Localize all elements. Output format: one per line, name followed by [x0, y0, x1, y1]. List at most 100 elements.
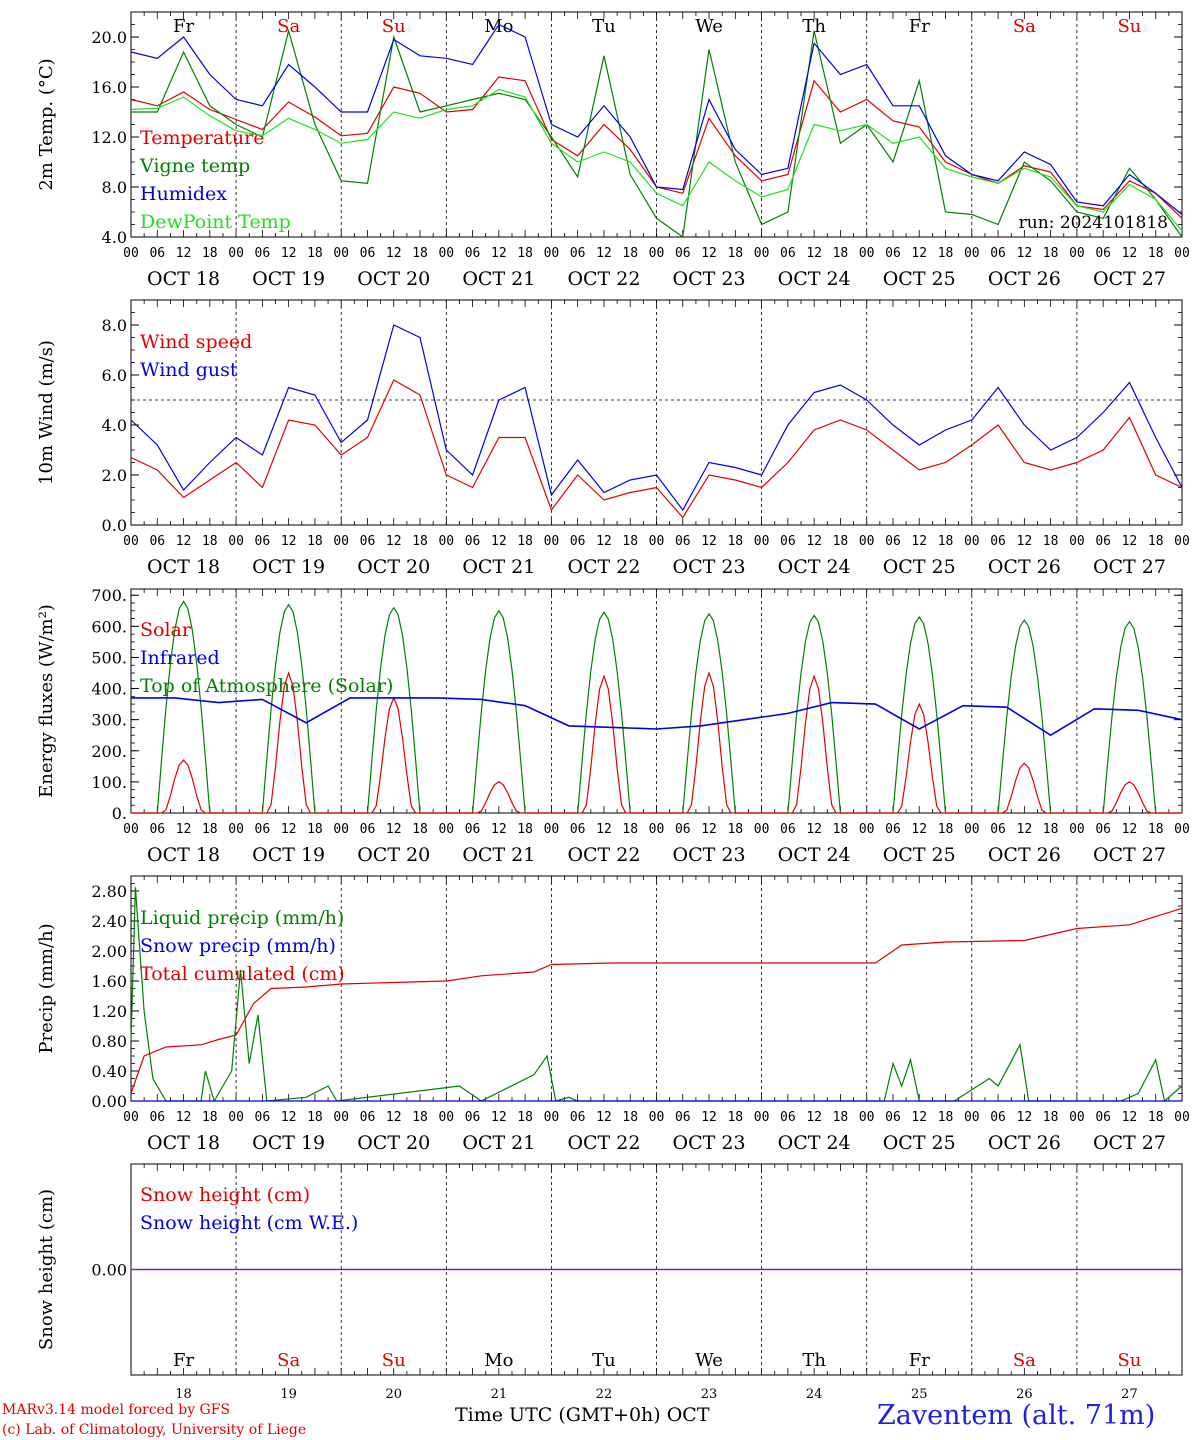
run-label: run: 2024101818 — [1019, 213, 1168, 233]
y-axis-label: 10m Wind (m/s) — [36, 340, 57, 485]
day-label: Sa — [277, 16, 300, 37]
day-label: Th — [802, 16, 826, 37]
hour-label: 06 — [885, 246, 901, 261]
x-axis-title: Time UTC (GMT+0h) OCT — [455, 1404, 710, 1426]
date-label: OCT 22 — [567, 556, 640, 578]
hour-label: 06 — [1095, 246, 1111, 261]
date-label: OCT 27 — [1093, 556, 1166, 578]
legend-entry: Humidex — [140, 183, 227, 205]
day-number: 22 — [596, 1387, 613, 1402]
hour-label: 18 — [833, 1110, 849, 1125]
day-label: Sa — [1013, 16, 1036, 37]
hour-label: 06 — [990, 822, 1006, 837]
hour-label: 18 — [307, 246, 323, 261]
hour-label: 06 — [360, 1110, 376, 1125]
model-credit: MARv3.14 model forced by GFS (c) Lab. of… — [2, 1400, 306, 1440]
hour-label: 12 — [1017, 1110, 1033, 1125]
hour-label: 00 — [544, 534, 560, 549]
date-label: OCT 24 — [778, 844, 851, 866]
hour-label: 18 — [412, 246, 428, 261]
hour-label: 00 — [754, 822, 770, 837]
y-tick-label: 20.0 — [91, 28, 127, 47]
y-tick-label: 16.0 — [91, 78, 127, 97]
hour-label: 06 — [570, 822, 586, 837]
hour-label: 06 — [675, 534, 691, 549]
hour-label: 06 — [465, 246, 481, 261]
legend-entry: Snow height (cm) — [140, 1184, 310, 1206]
legend-entry: Top of Atmosphere (Solar) — [140, 675, 393, 697]
date-label: OCT 24 — [778, 556, 851, 578]
day-label: Su — [382, 16, 406, 37]
y-tick-label: 6.0 — [102, 366, 127, 385]
hour-label: 18 — [307, 534, 323, 549]
hour-label: 12 — [701, 822, 717, 837]
hour-label: 18 — [622, 822, 638, 837]
date-label: OCT 27 — [1093, 1132, 1166, 1154]
hour-label: 06 — [885, 534, 901, 549]
y-tick-label: 2.80 — [91, 882, 127, 901]
hour-label: 18 — [202, 1110, 218, 1125]
date-label: OCT 23 — [673, 556, 746, 578]
date-label: OCT 26 — [988, 1132, 1061, 1154]
hour-label: 00 — [333, 246, 349, 261]
hour-label: 12 — [491, 1110, 507, 1125]
date-label: OCT 22 — [567, 268, 640, 290]
date-label: OCT 25 — [883, 556, 956, 578]
hour-label: 18 — [1043, 1110, 1059, 1125]
hour-label: 18 — [1148, 1110, 1164, 1125]
hour-label: 18 — [517, 534, 533, 549]
y-tick-label: 12.0 — [91, 128, 127, 147]
day-label: Sa — [1013, 1350, 1036, 1371]
date-label: OCT 18 — [147, 268, 220, 290]
hour-label: 00 — [754, 246, 770, 261]
hour-label: 06 — [780, 822, 796, 837]
legend-entry: Temperature — [140, 127, 264, 149]
hour-label: 00 — [859, 534, 875, 549]
hour-label: 06 — [990, 534, 1006, 549]
hour-label: 18 — [938, 534, 954, 549]
legend-entry: Snow precip (mm/h) — [140, 935, 336, 957]
date-label: OCT 23 — [673, 1132, 746, 1154]
hour-label: 18 — [412, 822, 428, 837]
legend-entry: Wind speed — [140, 331, 252, 353]
hour-label: 18 — [307, 1110, 323, 1125]
hour-label: 12 — [176, 246, 192, 261]
hour-label: 12 — [1017, 822, 1033, 837]
hour-label: 00 — [649, 246, 665, 261]
hour-label: 00 — [1174, 246, 1190, 261]
hour-label: 12 — [176, 534, 192, 549]
model-credit-line2: (c) Lab. of Climatology, University of L… — [2, 1422, 307, 1438]
hour-label: 06 — [360, 534, 376, 549]
date-label: OCT 21 — [462, 1132, 535, 1154]
panel-frame — [130, 11, 1183, 238]
hour-label: 06 — [149, 1110, 165, 1125]
hour-label: 18 — [202, 246, 218, 261]
day-label: Fr — [909, 16, 930, 37]
hour-label: 18 — [517, 246, 533, 261]
hour-label: 00 — [859, 1110, 875, 1125]
date-label: OCT 26 — [988, 556, 1061, 578]
date-label: OCT 19 — [252, 844, 325, 866]
day-label: We — [695, 16, 723, 37]
hour-label: 06 — [570, 1110, 586, 1125]
series-solar — [131, 671, 1182, 814]
hour-label: 12 — [806, 246, 822, 261]
day-label: Fr — [173, 16, 194, 37]
hour-label: 18 — [202, 822, 218, 837]
hour-label: 00 — [964, 1110, 980, 1125]
hour-label: 18 — [727, 822, 743, 837]
y-tick-label: 600. — [91, 617, 127, 636]
hour-label: 12 — [281, 822, 297, 837]
hour-label: 12 — [281, 534, 297, 549]
hour-label: 06 — [149, 246, 165, 261]
date-label: OCT 25 — [883, 844, 956, 866]
day-label: Su — [1117, 16, 1141, 37]
hour-label: 00 — [1069, 246, 1085, 261]
hour-label: 18 — [1148, 822, 1164, 837]
hour-label: 00 — [228, 822, 244, 837]
hour-label: 12 — [281, 246, 297, 261]
hour-label: 06 — [255, 1110, 271, 1125]
hour-label: 12 — [806, 822, 822, 837]
y-axis-label: Energy fluxes (W/m²) — [36, 604, 57, 798]
hour-label: 00 — [754, 534, 770, 549]
